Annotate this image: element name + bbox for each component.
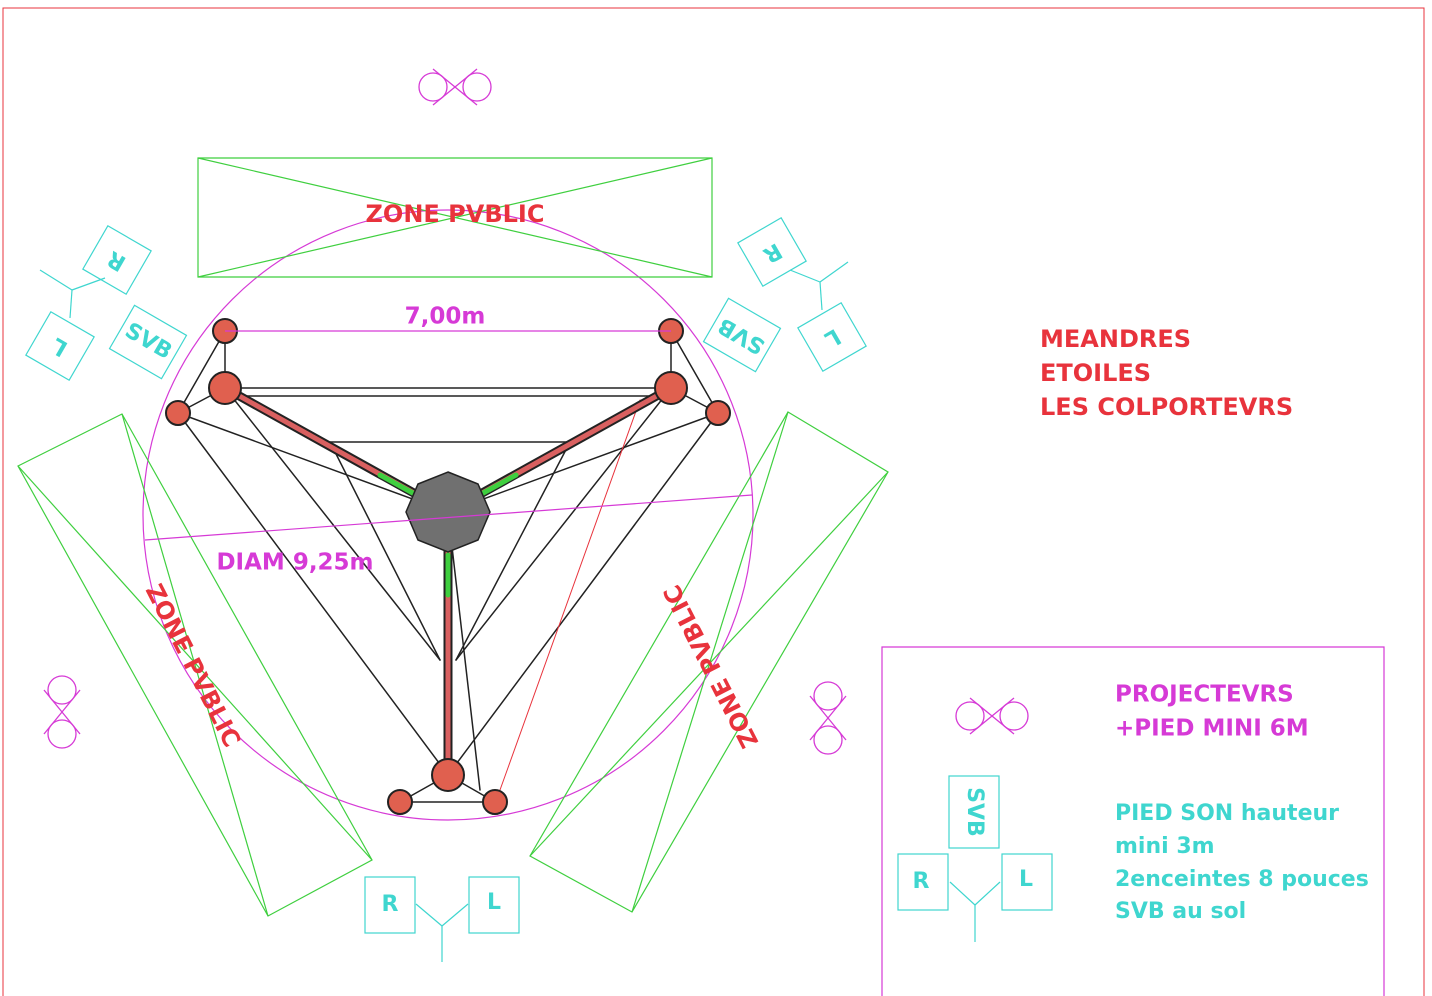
legend-text: PROJECTEVRS — [1115, 682, 1294, 708]
speaker-l: L — [47, 332, 72, 361]
zone-left — [17, 413, 373, 917]
speaker-r: R — [382, 892, 399, 917]
speaker-r: R — [103, 245, 130, 275]
zone-label: ZONE PVBLIC — [140, 579, 246, 751]
speaker-group: R L SVB — [25, 225, 188, 381]
diameter-label: DIAM 9,25m — [216, 550, 373, 576]
speaker-sub: SVB — [121, 318, 176, 364]
projector — [43, 675, 81, 749]
legend-text: PIED SON hauteur — [1115, 801, 1339, 826]
width-label: 7,00m — [405, 304, 486, 330]
title-line: MEANDRES — [1040, 325, 1191, 353]
projector — [418, 68, 492, 106]
speaker-l: L — [820, 323, 845, 352]
dim-line — [144, 494, 753, 541]
legend-text: mini 3m — [1115, 834, 1215, 859]
zone-label: ZONE PVBLIC — [658, 580, 764, 752]
projector — [809, 681, 847, 755]
zone-right — [529, 411, 889, 913]
legend: PROJECTEVRS +PIED MINI 6M SVB R L PIED S… — [881, 646, 1385, 996]
zone-top — [197, 157, 713, 278]
legend-text: +PIED MINI 6M — [1115, 716, 1309, 742]
legend-r: R — [913, 869, 930, 894]
speaker-sub: SVB — [714, 312, 769, 358]
title-line: ETOILES — [1040, 359, 1151, 387]
frame — [2, 7, 1425, 996]
title-line: LES COLPORTEVRS — [1040, 393, 1293, 421]
speaker-l: L — [487, 890, 501, 915]
stage-circle — [142, 209, 754, 821]
legend-text: SVB au sol — [1115, 899, 1246, 924]
speaker-r: R — [759, 237, 786, 267]
legend-l: L — [1019, 867, 1033, 892]
speaker-group: R L — [364, 876, 520, 962]
legend-text: 2enceintes 8 pouces — [1115, 867, 1369, 892]
zone-label: ZONE PVBLIC — [366, 200, 545, 228]
legend-sub: SVB — [962, 787, 987, 837]
speaker-group: R L SVB — [702, 217, 867, 373]
